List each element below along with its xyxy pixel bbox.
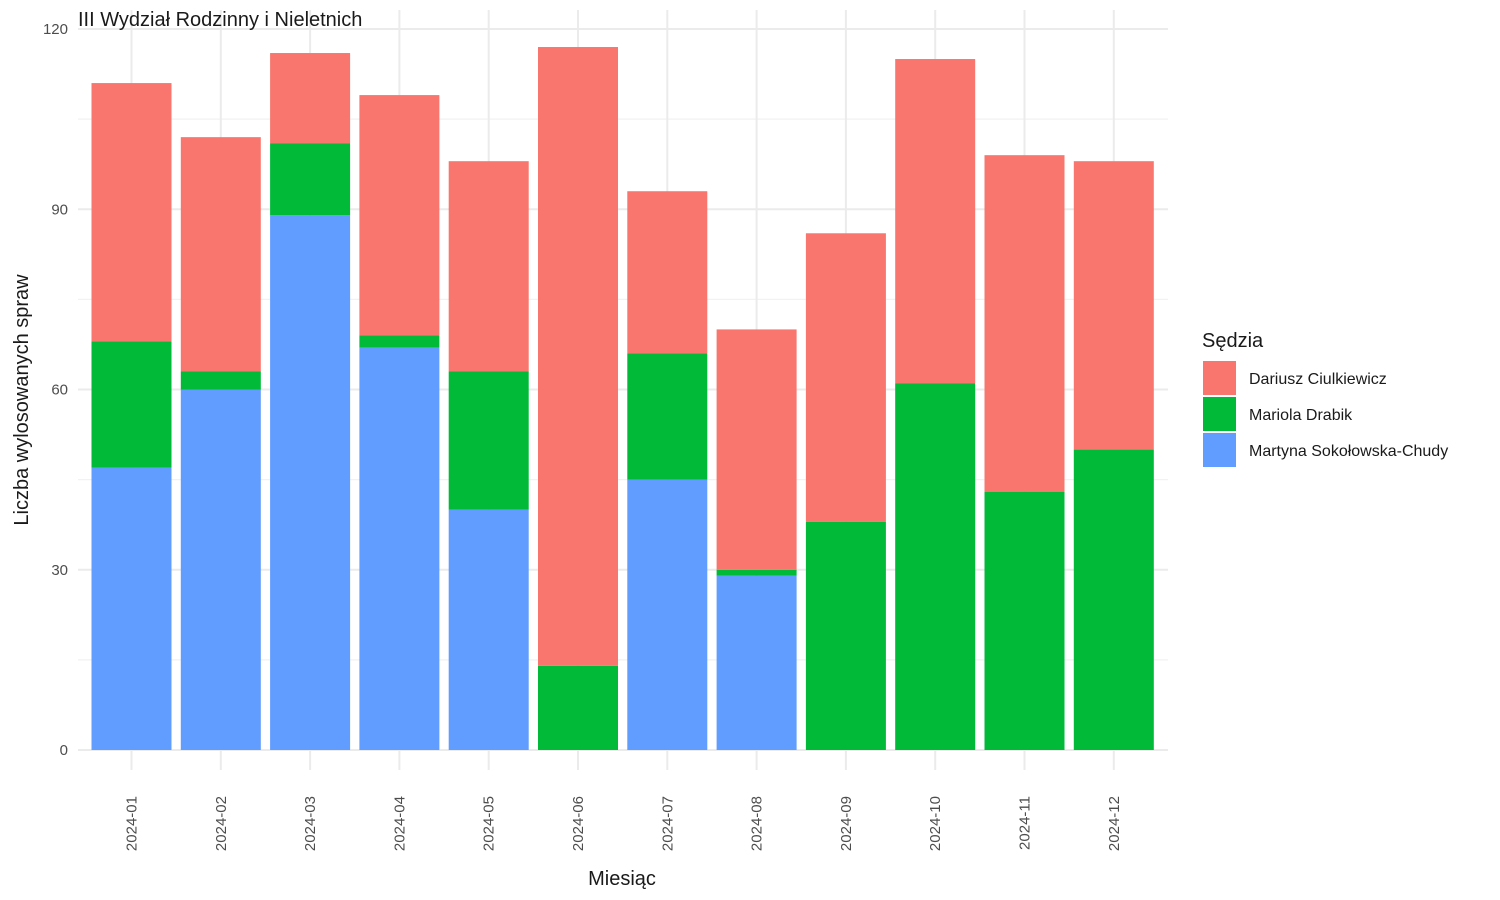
y-tick-label: 60 — [51, 382, 68, 399]
y-tick-label: 0 — [60, 742, 68, 759]
bar-segment — [984, 491, 1065, 750]
bar-segment — [895, 59, 976, 384]
bar-segment — [448, 371, 529, 510]
bar-segment — [538, 47, 618, 666]
bar-segment — [448, 161, 529, 372]
bar-segment — [180, 389, 261, 750]
bar-segment — [1073, 161, 1154, 450]
bar-segment — [180, 137, 261, 372]
legend-label: Dariusz Ciulkiewicz — [1249, 371, 1387, 388]
bar-segment — [984, 155, 1065, 492]
x-tick-label: 2024-10 — [927, 796, 944, 851]
bar-segment — [270, 53, 351, 144]
bar-segment — [805, 521, 886, 750]
x-tick-label: 2024-06 — [570, 796, 587, 851]
chart-title: III Wydział Rodzinny i Nieletnich — [78, 9, 362, 31]
x-tick-label: 2024-12 — [1106, 796, 1123, 851]
y-tick-label: 90 — [51, 201, 68, 218]
x-tick-label: 2024-09 — [838, 796, 855, 851]
bar-segment — [270, 215, 351, 751]
x-axis-title: Miesiąc — [588, 868, 656, 890]
bar-segment — [359, 95, 440, 336]
y-tick-labels: 0 30 60 90 120 — [43, 21, 68, 759]
bar-segment — [895, 383, 976, 750]
bar-segment — [805, 233, 886, 522]
bar-segment — [627, 191, 708, 354]
bar-segment — [538, 665, 618, 750]
legend-swatch — [1203, 361, 1236, 395]
legend-title: Sędzia — [1202, 330, 1264, 352]
bar-segment — [627, 353, 708, 480]
bar-segment — [627, 479, 708, 750]
bars — [91, 47, 1154, 751]
bar-segment — [359, 335, 440, 348]
bar-segment — [448, 509, 529, 750]
legend-label: Martyna Sokołowska-Chudy — [1249, 443, 1448, 460]
bar-segment — [359, 347, 440, 750]
bar-segment — [1073, 449, 1154, 750]
x-tick-label: 2024-04 — [391, 796, 408, 851]
legend-swatch — [1203, 433, 1236, 467]
bar-segment — [180, 371, 261, 390]
x-tick-label: 2024-11 — [1017, 796, 1034, 850]
bar-segment — [91, 83, 172, 342]
bar-segment — [91, 467, 172, 750]
bar-segment — [716, 329, 797, 570]
x-tick-label: 2024-08 — [749, 796, 766, 851]
bar-segment — [270, 143, 351, 216]
y-axis-title: Liczba wylosowanych spraw — [11, 274, 33, 526]
x-tick-labels: 2024-01 2024-02 2024-03 2024-04 2024-05 2024-… — [124, 796, 1123, 851]
legend-swatch — [1203, 397, 1236, 431]
x-tick-label: 2024-05 — [481, 796, 498, 851]
x-tick-label: 2024-07 — [659, 796, 676, 851]
bar-segment — [716, 575, 797, 750]
legend-items: Dariusz Ciulkiewicz Mariola Drabik Martyna… — [1203, 361, 1448, 467]
bar-segment — [716, 569, 797, 576]
bar-segment — [91, 341, 172, 468]
x-tick-label: 2024-01 — [124, 796, 141, 851]
x-tick-label: 2024-02 — [213, 796, 230, 851]
legend: Sędzia Dariusz Ciulkiewicz Mariola Drabik… — [1202, 330, 1448, 467]
y-tick-label: 30 — [51, 562, 68, 579]
y-tick-label: 120 — [43, 21, 68, 38]
legend-label: Mariola Drabik — [1249, 407, 1353, 424]
x-tick-label: 2024-03 — [302, 796, 319, 851]
